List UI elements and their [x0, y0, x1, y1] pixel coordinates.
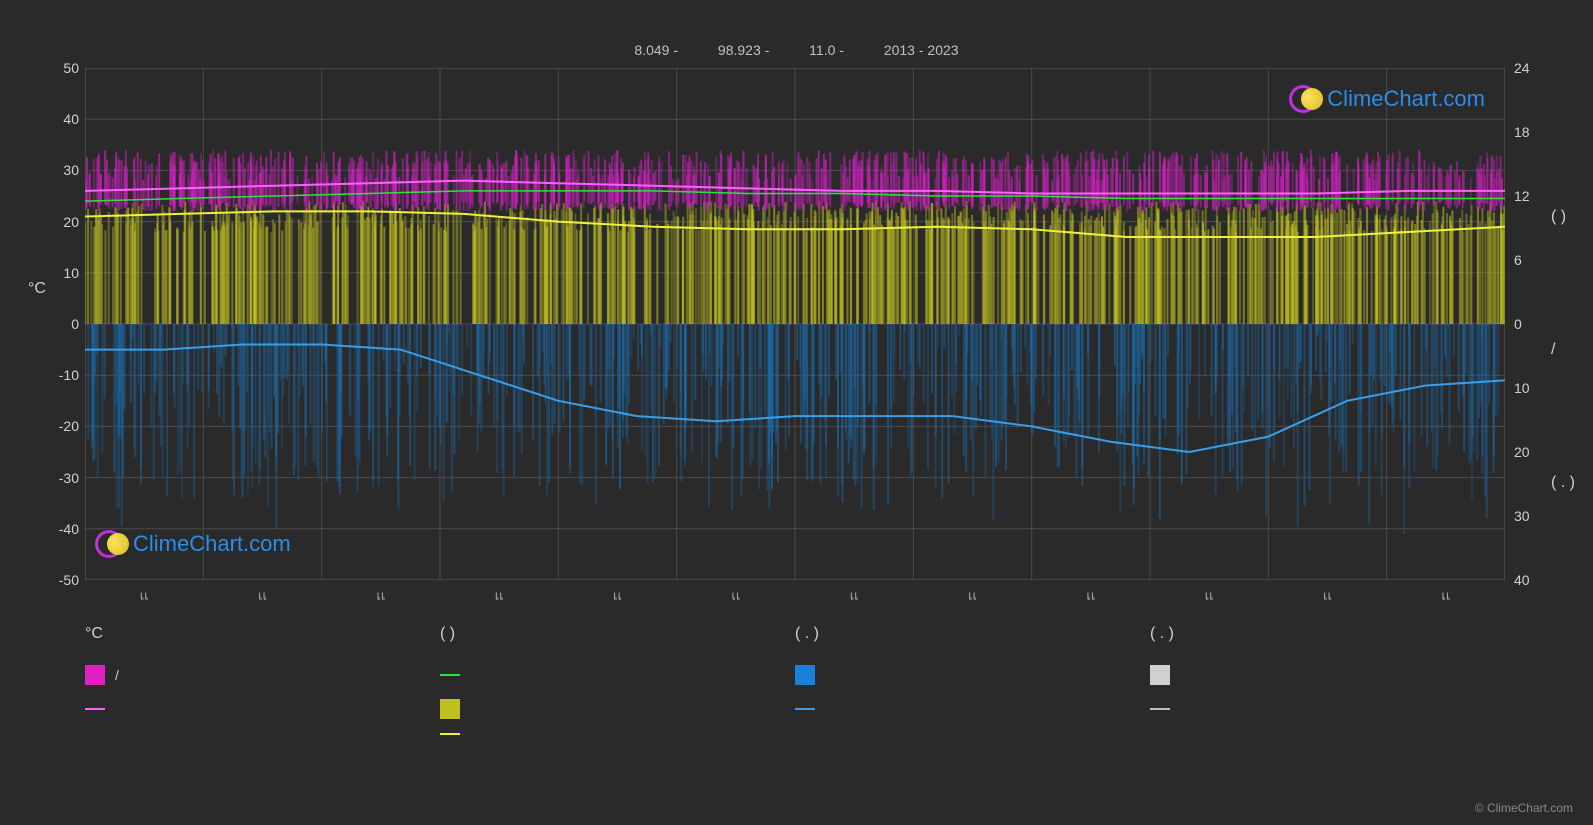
y-right-label: ( )	[1551, 208, 1575, 226]
y-left-tick: -40	[45, 521, 79, 537]
y-left-tick: -30	[45, 470, 79, 486]
month-tick: เเ	[731, 585, 740, 606]
legend-header: °C	[85, 625, 440, 643]
month-tick: เเ	[1323, 585, 1332, 606]
chart-plot-area: ClimeChart.com ClimeChart.com	[85, 68, 1505, 580]
y-left-tick: 10	[45, 265, 79, 281]
watermark-bottom: ClimeChart.com	[95, 528, 291, 560]
legend-item	[1150, 699, 1505, 719]
logo-icon	[1289, 83, 1321, 115]
month-tick: เเ	[613, 585, 622, 606]
y-left-tick: 0	[45, 316, 79, 332]
y-axis-right-labels: ( ) / ( . )	[1551, 150, 1575, 550]
legend-item	[1150, 665, 1505, 685]
legend-row	[85, 699, 1505, 719]
y-right-tick: 20	[1514, 444, 1548, 460]
y-left-tick: 30	[45, 162, 79, 178]
y-right-tick: 18	[1514, 124, 1548, 140]
y-right-tick: 24	[1514, 60, 1548, 76]
month-tick: เเ	[850, 585, 859, 606]
header-lon: 98.923 -	[718, 42, 769, 58]
legend-item	[795, 665, 1150, 685]
legend-item	[795, 699, 1150, 719]
y-axis-left-ticks: 50403020100-10-20-30-40-50	[45, 68, 79, 580]
legend-swatch	[440, 733, 460, 735]
header-alt: 11.0 -	[809, 42, 844, 58]
legend-item	[440, 665, 795, 685]
month-tick: เเ	[1205, 585, 1214, 606]
header-info: 8.049 - 98.923 - 11.0 - 2013 - 2023	[0, 42, 1593, 58]
legend-row	[85, 733, 1505, 735]
y-left-tick: 20	[45, 214, 79, 230]
legend-swatch	[85, 665, 105, 685]
month-ticks: เเ เเ เเ เเ เเ เเ เเ เเ เเ เเ เเ เเ	[85, 585, 1505, 605]
legend-swatch	[440, 699, 460, 719]
legend-headers: °C( )( . )( . )	[85, 625, 1505, 643]
y-right-tick: 6	[1514, 252, 1548, 268]
legend-swatch	[1150, 708, 1170, 710]
brand-text: ClimeChart.com	[133, 531, 291, 557]
y-right-label: /	[1551, 341, 1575, 359]
legend-swatch	[795, 665, 815, 685]
legend-row: /	[85, 665, 1505, 685]
legend-item	[795, 733, 1150, 735]
legend-header: ( )	[440, 625, 795, 643]
y-left-tick: 50	[45, 60, 79, 76]
month-tick: เเ	[140, 585, 149, 606]
watermark-top: ClimeChart.com	[1289, 83, 1485, 115]
y-right-tick: 12	[1514, 188, 1548, 204]
legend-swatch	[1150, 665, 1170, 685]
legend-item: /	[85, 665, 440, 685]
y-axis-left-label: °C	[28, 280, 46, 298]
month-tick: เเ	[258, 585, 267, 606]
header-years: 2013 - 2023	[884, 42, 959, 58]
legend-rows: /	[85, 665, 1505, 735]
month-tick: เเ	[1086, 585, 1095, 606]
y-right-tick: 0	[1514, 316, 1548, 332]
y-left-tick: -20	[45, 418, 79, 434]
legend-item	[1150, 733, 1505, 735]
legend-item	[85, 733, 440, 735]
y-right-tick: 30	[1514, 508, 1548, 524]
legend-item	[85, 699, 440, 719]
y-right-tick: 40	[1514, 572, 1548, 588]
logo-icon	[95, 528, 127, 560]
y-right-tick: 10	[1514, 380, 1548, 396]
y-left-tick: -10	[45, 367, 79, 383]
legend-swatch	[440, 674, 460, 676]
legend-header: ( . )	[1150, 625, 1505, 643]
y-right-label: ( . )	[1551, 474, 1575, 492]
legend-item	[440, 699, 795, 719]
y-axis-right-ticks: 2418126010203040	[1514, 68, 1548, 580]
y-left-tick: 40	[45, 111, 79, 127]
legend-swatch	[85, 708, 105, 710]
month-tick: เเ	[376, 585, 385, 606]
brand-text: ClimeChart.com	[1327, 86, 1485, 112]
legend: °C( )( . )( . ) /	[85, 625, 1505, 735]
y-left-tick: -50	[45, 572, 79, 588]
month-tick: เเ	[968, 585, 977, 606]
chart-svg	[85, 68, 1505, 580]
legend-label: /	[115, 667, 119, 683]
month-tick: เเ	[495, 585, 504, 606]
month-tick: เเ	[1441, 585, 1450, 606]
legend-item	[440, 733, 795, 735]
legend-swatch	[795, 708, 815, 710]
legend-header: ( . )	[795, 625, 1150, 643]
copyright: © ClimeChart.com	[1475, 801, 1573, 815]
header-lat: 8.049 -	[634, 42, 678, 58]
